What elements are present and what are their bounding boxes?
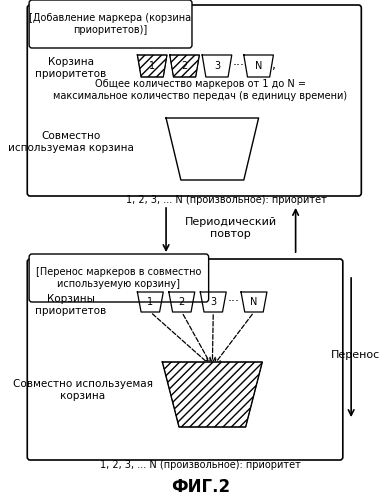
Text: Общее количество маркеров от 1 до N =
максимальное количество передач (в единицу: Общее количество маркеров от 1 до N = ма…: [53, 79, 348, 101]
Text: Совместно
используемая корзина: Совместно используемая корзина: [8, 131, 134, 153]
FancyBboxPatch shape: [29, 0, 192, 48]
Polygon shape: [169, 292, 195, 312]
Text: 3: 3: [210, 297, 216, 307]
Text: 3: 3: [214, 61, 220, 71]
Polygon shape: [244, 55, 273, 77]
Text: [Добавление маркера (корзина
приоритетов)]: [Добавление маркера (корзина приоритетов…: [30, 13, 192, 35]
Polygon shape: [202, 55, 232, 77]
Text: 2: 2: [182, 61, 188, 71]
FancyBboxPatch shape: [29, 254, 209, 302]
Text: 1, 2, 3, ... N (произвольное): приоритет: 1, 2, 3, ... N (произвольное): приоритет: [126, 195, 327, 205]
Polygon shape: [241, 292, 267, 312]
Text: Корзина
приоритетов: Корзина приоритетов: [35, 57, 106, 79]
Polygon shape: [137, 55, 167, 77]
Text: Совместно используемая
корзина: Совместно используемая корзина: [13, 379, 153, 401]
Text: ···: ···: [228, 296, 240, 308]
Polygon shape: [137, 292, 163, 312]
Polygon shape: [162, 362, 262, 427]
Text: 1, 2, 3, ... N (произвольное): приоритет: 1, 2, 3, ... N (произвольное): приоритет: [100, 460, 301, 470]
Text: Периодический
повтор: Периодический повтор: [185, 217, 277, 239]
Text: ···: ···: [232, 60, 244, 72]
Text: Перенос: Перенос: [331, 350, 381, 360]
Text: ,: ,: [272, 58, 276, 71]
Polygon shape: [166, 118, 258, 180]
Text: [Перенос маркеров в совместно
используемую корзину]: [Перенос маркеров в совместно используем…: [36, 267, 202, 289]
Text: ФИГ.2: ФИГ.2: [171, 478, 230, 496]
Text: N: N: [255, 61, 262, 71]
FancyBboxPatch shape: [27, 259, 343, 460]
Polygon shape: [200, 292, 226, 312]
FancyBboxPatch shape: [27, 5, 361, 196]
Text: 2: 2: [179, 297, 185, 307]
Text: 1: 1: [149, 61, 155, 71]
Text: 1: 1: [147, 297, 153, 307]
Text: Корзины
приоритетов: Корзины приоритетов: [35, 294, 106, 316]
Text: N: N: [250, 297, 258, 307]
Polygon shape: [170, 55, 199, 77]
